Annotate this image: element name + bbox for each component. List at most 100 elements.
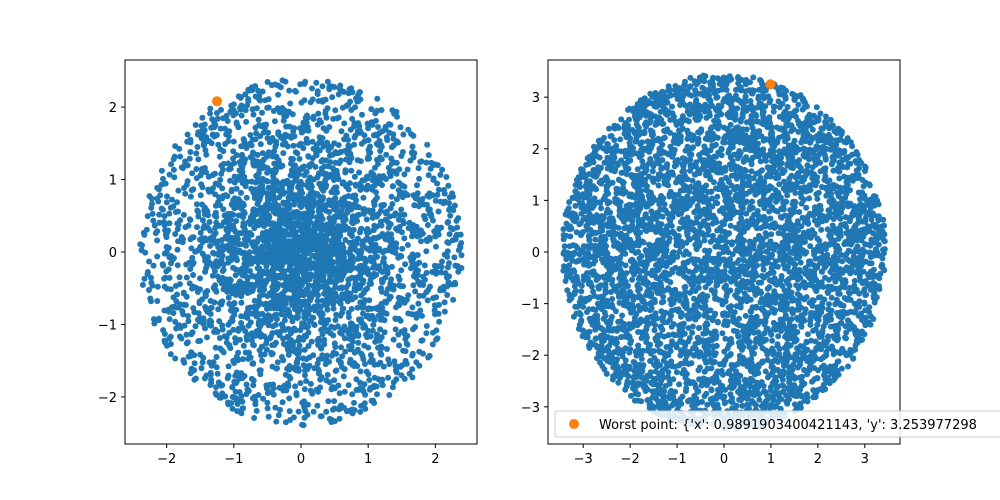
scatter-point [358, 292, 365, 299]
scatter-point [207, 382, 214, 388]
scatter-point [382, 216, 389, 223]
scatter-point [299, 165, 306, 172]
scatter-point [225, 255, 232, 262]
scatter-point [388, 160, 395, 167]
scatter-point [187, 193, 194, 200]
scatter-point [445, 240, 452, 246]
scatter-point [233, 254, 240, 261]
scatter-point [338, 295, 345, 302]
scatter-point [272, 181, 279, 188]
scatter-point [313, 151, 320, 158]
scatter-point [241, 226, 248, 233]
scatter-point [822, 113, 829, 120]
scatter-point [331, 340, 338, 347]
scatter-point [276, 332, 283, 339]
scatter-point [431, 302, 438, 309]
scatter-point [409, 366, 416, 373]
scatter-point [334, 258, 341, 265]
scatter-point [307, 317, 314, 324]
scatter-point [330, 332, 337, 339]
scatter-point [430, 175, 437, 182]
scatter-point [332, 284, 339, 291]
scatter-point [373, 178, 380, 185]
scatter-point [380, 363, 387, 370]
scatter-point [398, 229, 405, 236]
scatter-point [439, 258, 445, 265]
scatter-point [315, 223, 322, 230]
scatter-point [270, 231, 277, 238]
scatter-point [298, 99, 305, 106]
scatter-point [374, 95, 381, 102]
scatter-point [393, 369, 400, 376]
scatter-point [184, 131, 191, 138]
scatter-point [325, 147, 332, 154]
scatter-point [457, 242, 464, 249]
scatter-point [423, 159, 430, 166]
scatter-point [393, 168, 400, 175]
scatter-point [265, 96, 272, 103]
scatter-point [182, 224, 189, 231]
scatter-point [319, 83, 326, 90]
scatter-point [259, 286, 266, 293]
scatter-point [736, 315, 742, 322]
scatter-point [365, 125, 372, 132]
scatter-point [280, 150, 287, 157]
scatter-point [397, 124, 404, 131]
scatter-point [357, 275, 364, 282]
scatter-point [435, 208, 442, 215]
scatter-point [345, 314, 352, 321]
scatter-point [371, 222, 378, 229]
scatter-point [293, 259, 300, 266]
scatter-point [385, 356, 392, 363]
scatter-point [239, 151, 245, 158]
scatter-point [176, 145, 183, 152]
scatter-point [301, 404, 308, 411]
scatter-point [324, 352, 330, 359]
scatter-point [323, 408, 330, 415]
scatter-point [450, 296, 457, 303]
scatter-point [332, 170, 339, 177]
scatter-point [297, 140, 304, 147]
scatter-point [318, 413, 325, 420]
scatter-point [252, 397, 259, 404]
scatter-point [335, 357, 342, 364]
scatter-point [255, 116, 262, 123]
scatter-point [172, 209, 179, 215]
scatter-point [141, 231, 148, 238]
scatter-point [201, 375, 208, 382]
scatter-point [382, 236, 389, 243]
scatter-point [327, 152, 333, 159]
scatter-point [297, 178, 304, 185]
scatter-point [271, 148, 278, 155]
scatter-point [303, 227, 310, 234]
scatter-point [439, 166, 446, 173]
scatter-point [174, 246, 181, 253]
scatter-point [325, 398, 332, 405]
scatter-point [312, 163, 319, 170]
scatter-point [388, 155, 395, 162]
scatter-point [401, 299, 408, 306]
scatter-point [430, 217, 436, 224]
scatter-point [432, 267, 439, 274]
scatter-point [372, 164, 378, 171]
scatter-point [391, 358, 398, 365]
scatter-point [388, 193, 395, 200]
scatter-point [356, 89, 363, 96]
scatter-point [196, 300, 203, 307]
scatter-point [170, 166, 177, 173]
scatter-point [184, 339, 191, 346]
scatter-point [171, 174, 178, 181]
scatter-point [373, 383, 380, 390]
scatter-point [423, 269, 430, 276]
scatter-point [383, 176, 389, 182]
scatter-point [255, 392, 262, 398]
scatter-point [174, 262, 181, 269]
scatter-point [195, 156, 202, 163]
scatter-point [227, 216, 234, 223]
scatter-point [259, 109, 265, 116]
scatter-point [414, 182, 420, 189]
scatter-point [430, 162, 437, 169]
scatter-point [306, 276, 313, 283]
scatter-point [154, 298, 161, 304]
